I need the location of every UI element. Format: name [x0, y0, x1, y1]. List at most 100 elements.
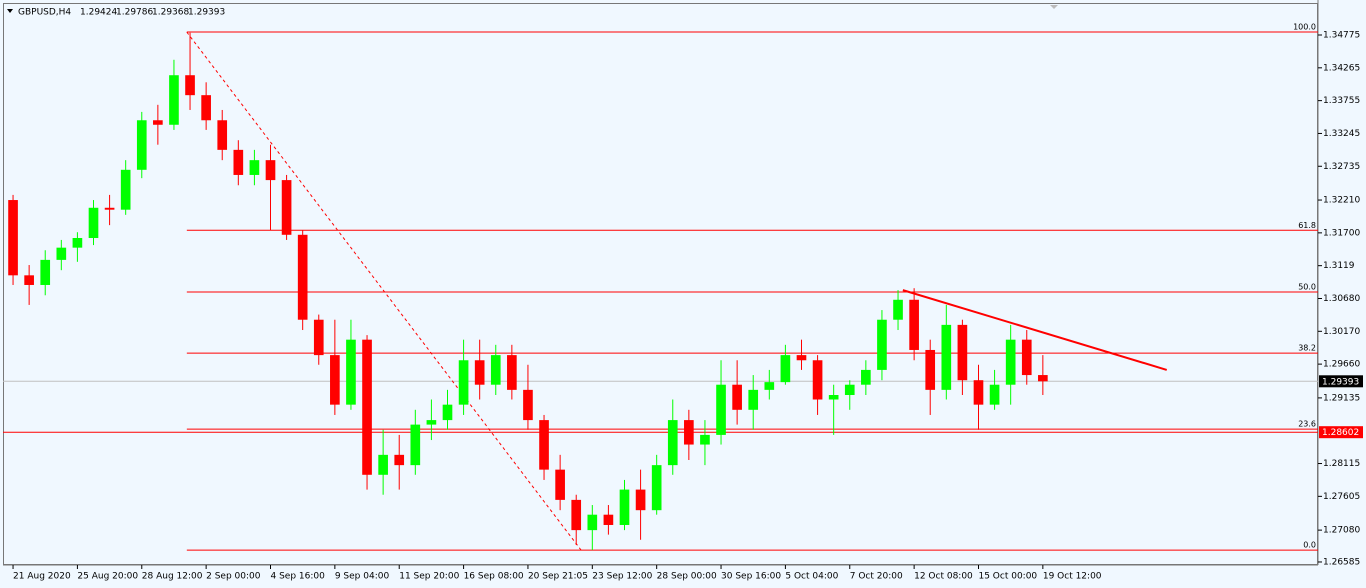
candle-body [764, 382, 775, 390]
candle-body [104, 207, 115, 210]
candle-body [796, 355, 807, 361]
candle-body [667, 420, 678, 466]
ohlc-value: 1.29424 [80, 8, 117, 18]
candle-body [249, 160, 260, 175]
candle-body [925, 349, 936, 390]
candle-body [989, 384, 1000, 405]
candle-body [973, 380, 984, 405]
candle-body [844, 384, 855, 396]
x-tick-label: 2 Sep 00:00 [206, 572, 261, 582]
candle-body [603, 514, 614, 525]
y-tick-label: 1.34775 [1323, 31, 1360, 41]
trendline [902, 289, 1168, 371]
candle-body [684, 420, 694, 445]
candle-body [555, 469, 565, 500]
candle-body [201, 95, 211, 121]
candle-body [136, 120, 147, 170]
ohlc-value: 1.29786 [116, 8, 153, 18]
y-tick-label: 1.28115 [1323, 459, 1360, 469]
candle-body [539, 420, 549, 470]
y-tick-label: 1.29135 [1323, 393, 1360, 403]
price-tag-label: 1.28602 [1322, 428, 1359, 438]
candle-body [1021, 339, 1032, 376]
y-tick-label: 1.30680 [1323, 294, 1360, 304]
candle-body [893, 299, 903, 320]
candle-body [635, 489, 646, 511]
x-tick-label: 28 Aug 12:00 [142, 572, 203, 582]
y-tick-label: 1.33755 [1323, 96, 1360, 106]
x-tick-label: 15 Oct 00:00 [978, 572, 1037, 582]
y-tick-label: 1.3119 [1323, 261, 1355, 271]
fib-label: 100.0 [1293, 22, 1316, 31]
candle-body [410, 424, 421, 466]
candle-body [265, 160, 276, 181]
y-tick-label: 1.27080 [1323, 526, 1360, 536]
candle-body [861, 369, 871, 385]
x-tick-label: 16 Sep 08:00 [464, 572, 524, 582]
candle-body [780, 355, 791, 383]
candle-body [474, 360, 485, 385]
fib-label: 23.6 [1298, 420, 1316, 429]
menu-arrow[interactable] [7, 9, 13, 13]
candle-body [330, 355, 340, 405]
candle-body [909, 299, 919, 350]
y-tick-label: 1.33245 [1323, 129, 1360, 139]
candle-body [700, 434, 710, 445]
candle-body [120, 169, 131, 210]
candle-body [281, 180, 292, 235]
x-tick-label: 4 Sep 16:00 [270, 572, 325, 582]
candle-body [941, 324, 952, 390]
candle-body [233, 149, 244, 175]
candle-body [217, 120, 228, 150]
candle-body [40, 259, 51, 285]
candle-body [297, 234, 308, 320]
y-tick-label: 1.29660 [1323, 360, 1360, 370]
x-tick-label: 30 Sep 16:00 [721, 572, 781, 582]
x-tick-label: 11 Sep 20:00 [399, 572, 459, 582]
candle-body [523, 389, 533, 421]
symbol-title: GBPUSD,H4 [18, 8, 71, 18]
candle-body [169, 75, 179, 125]
x-tick-label: 23 Sep 12:00 [592, 572, 652, 582]
candle-body [957, 324, 968, 381]
candle-body [877, 319, 887, 370]
candle-body [732, 384, 742, 410]
candle-body [313, 319, 324, 356]
candle-body [716, 384, 726, 435]
x-tick-label: 7 Oct 20:00 [850, 572, 903, 582]
x-tick-label: 20 Sep 21:05 [528, 572, 588, 582]
y-tick-label: 1.32210 [1323, 196, 1360, 206]
candle-body [153, 120, 163, 125]
ohlc-value: 1.29393 [188, 8, 225, 18]
fib-label: 38.2 [1298, 344, 1316, 353]
candle-body [56, 247, 67, 260]
candle-body [378, 454, 388, 475]
trendline [186, 31, 582, 551]
x-tick-label: 25 Aug 20:00 [77, 572, 138, 582]
candle-body [651, 465, 662, 511]
y-tick-label: 1.27605 [1323, 492, 1360, 502]
candle-body [88, 207, 99, 239]
x-tick-label: 9 Sep 04:00 [335, 572, 390, 582]
candle-body [828, 395, 839, 400]
candle-body [1038, 375, 1048, 382]
candle-body [619, 489, 630, 525]
plot: 1.34775 1.34265 1.33755 1.33245 1.32735 1.322… [3, 0, 1363, 582]
candle-body [24, 275, 34, 285]
shift-marker[interactable] [1050, 5, 1058, 9]
y-tick-label: 1.26585 [1323, 557, 1360, 567]
price-tag [1319, 426, 1363, 439]
candle-body [426, 420, 437, 425]
candle-body [346, 339, 356, 405]
candle-body [490, 355, 501, 385]
candle-body [394, 454, 405, 466]
candle-body [587, 514, 598, 531]
y-tick-label: 1.32735 [1323, 162, 1360, 172]
y-tick-label: 1.34265 [1323, 63, 1360, 73]
candle-body [442, 404, 453, 421]
ohlc-value: 1.29368 [152, 8, 189, 18]
x-tick-label: 28 Sep 00:00 [657, 572, 717, 582]
